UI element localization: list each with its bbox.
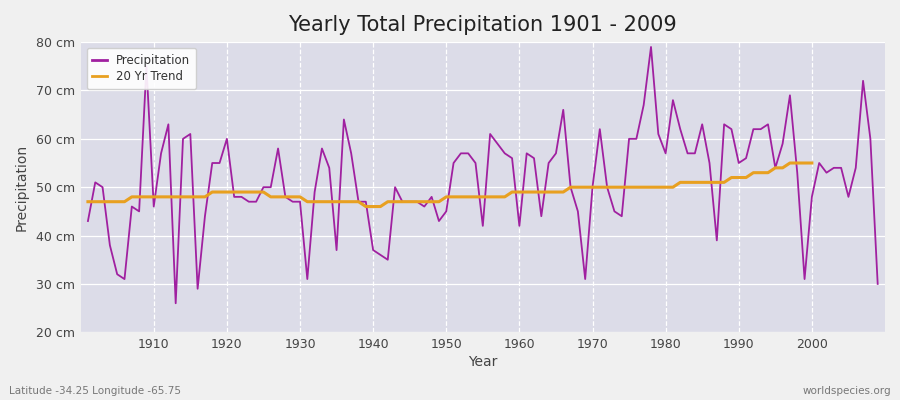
Y-axis label: Precipitation: Precipitation — [15, 144, 29, 231]
Precipitation — [310, 190, 320, 194]
20 Yr Trend — [141, 194, 152, 199]
Precipitation — [353, 199, 364, 204]
Text: Latitude -34.25 Longitude -65.75: Latitude -34.25 Longitude -65.75 — [9, 386, 181, 396]
Line: 20 Yr Trend: 20 Yr Trend — [88, 163, 812, 206]
20 Yr Trend — [83, 199, 94, 204]
Precipitation — [609, 209, 620, 214]
Precipitation — [872, 282, 883, 286]
Title: Yearly Total Precipitation 1901 - 2009: Yearly Total Precipitation 1901 - 2009 — [288, 15, 677, 35]
Precipitation — [83, 219, 94, 224]
Text: worldspecies.org: worldspecies.org — [803, 386, 891, 396]
20 Yr Trend — [302, 199, 312, 204]
20 Yr Trend — [507, 190, 517, 194]
Precipitation — [645, 44, 656, 49]
20 Yr Trend — [514, 190, 525, 194]
Precipitation — [170, 301, 181, 306]
Line: Precipitation: Precipitation — [88, 47, 878, 303]
20 Yr Trend — [346, 199, 356, 204]
X-axis label: Year: Year — [468, 355, 498, 369]
Precipitation — [521, 151, 532, 156]
Legend: Precipitation, 20 Yr Trend: Precipitation, 20 Yr Trend — [86, 48, 196, 89]
20 Yr Trend — [602, 185, 613, 190]
Precipitation — [514, 224, 525, 228]
Precipitation — [141, 64, 152, 69]
